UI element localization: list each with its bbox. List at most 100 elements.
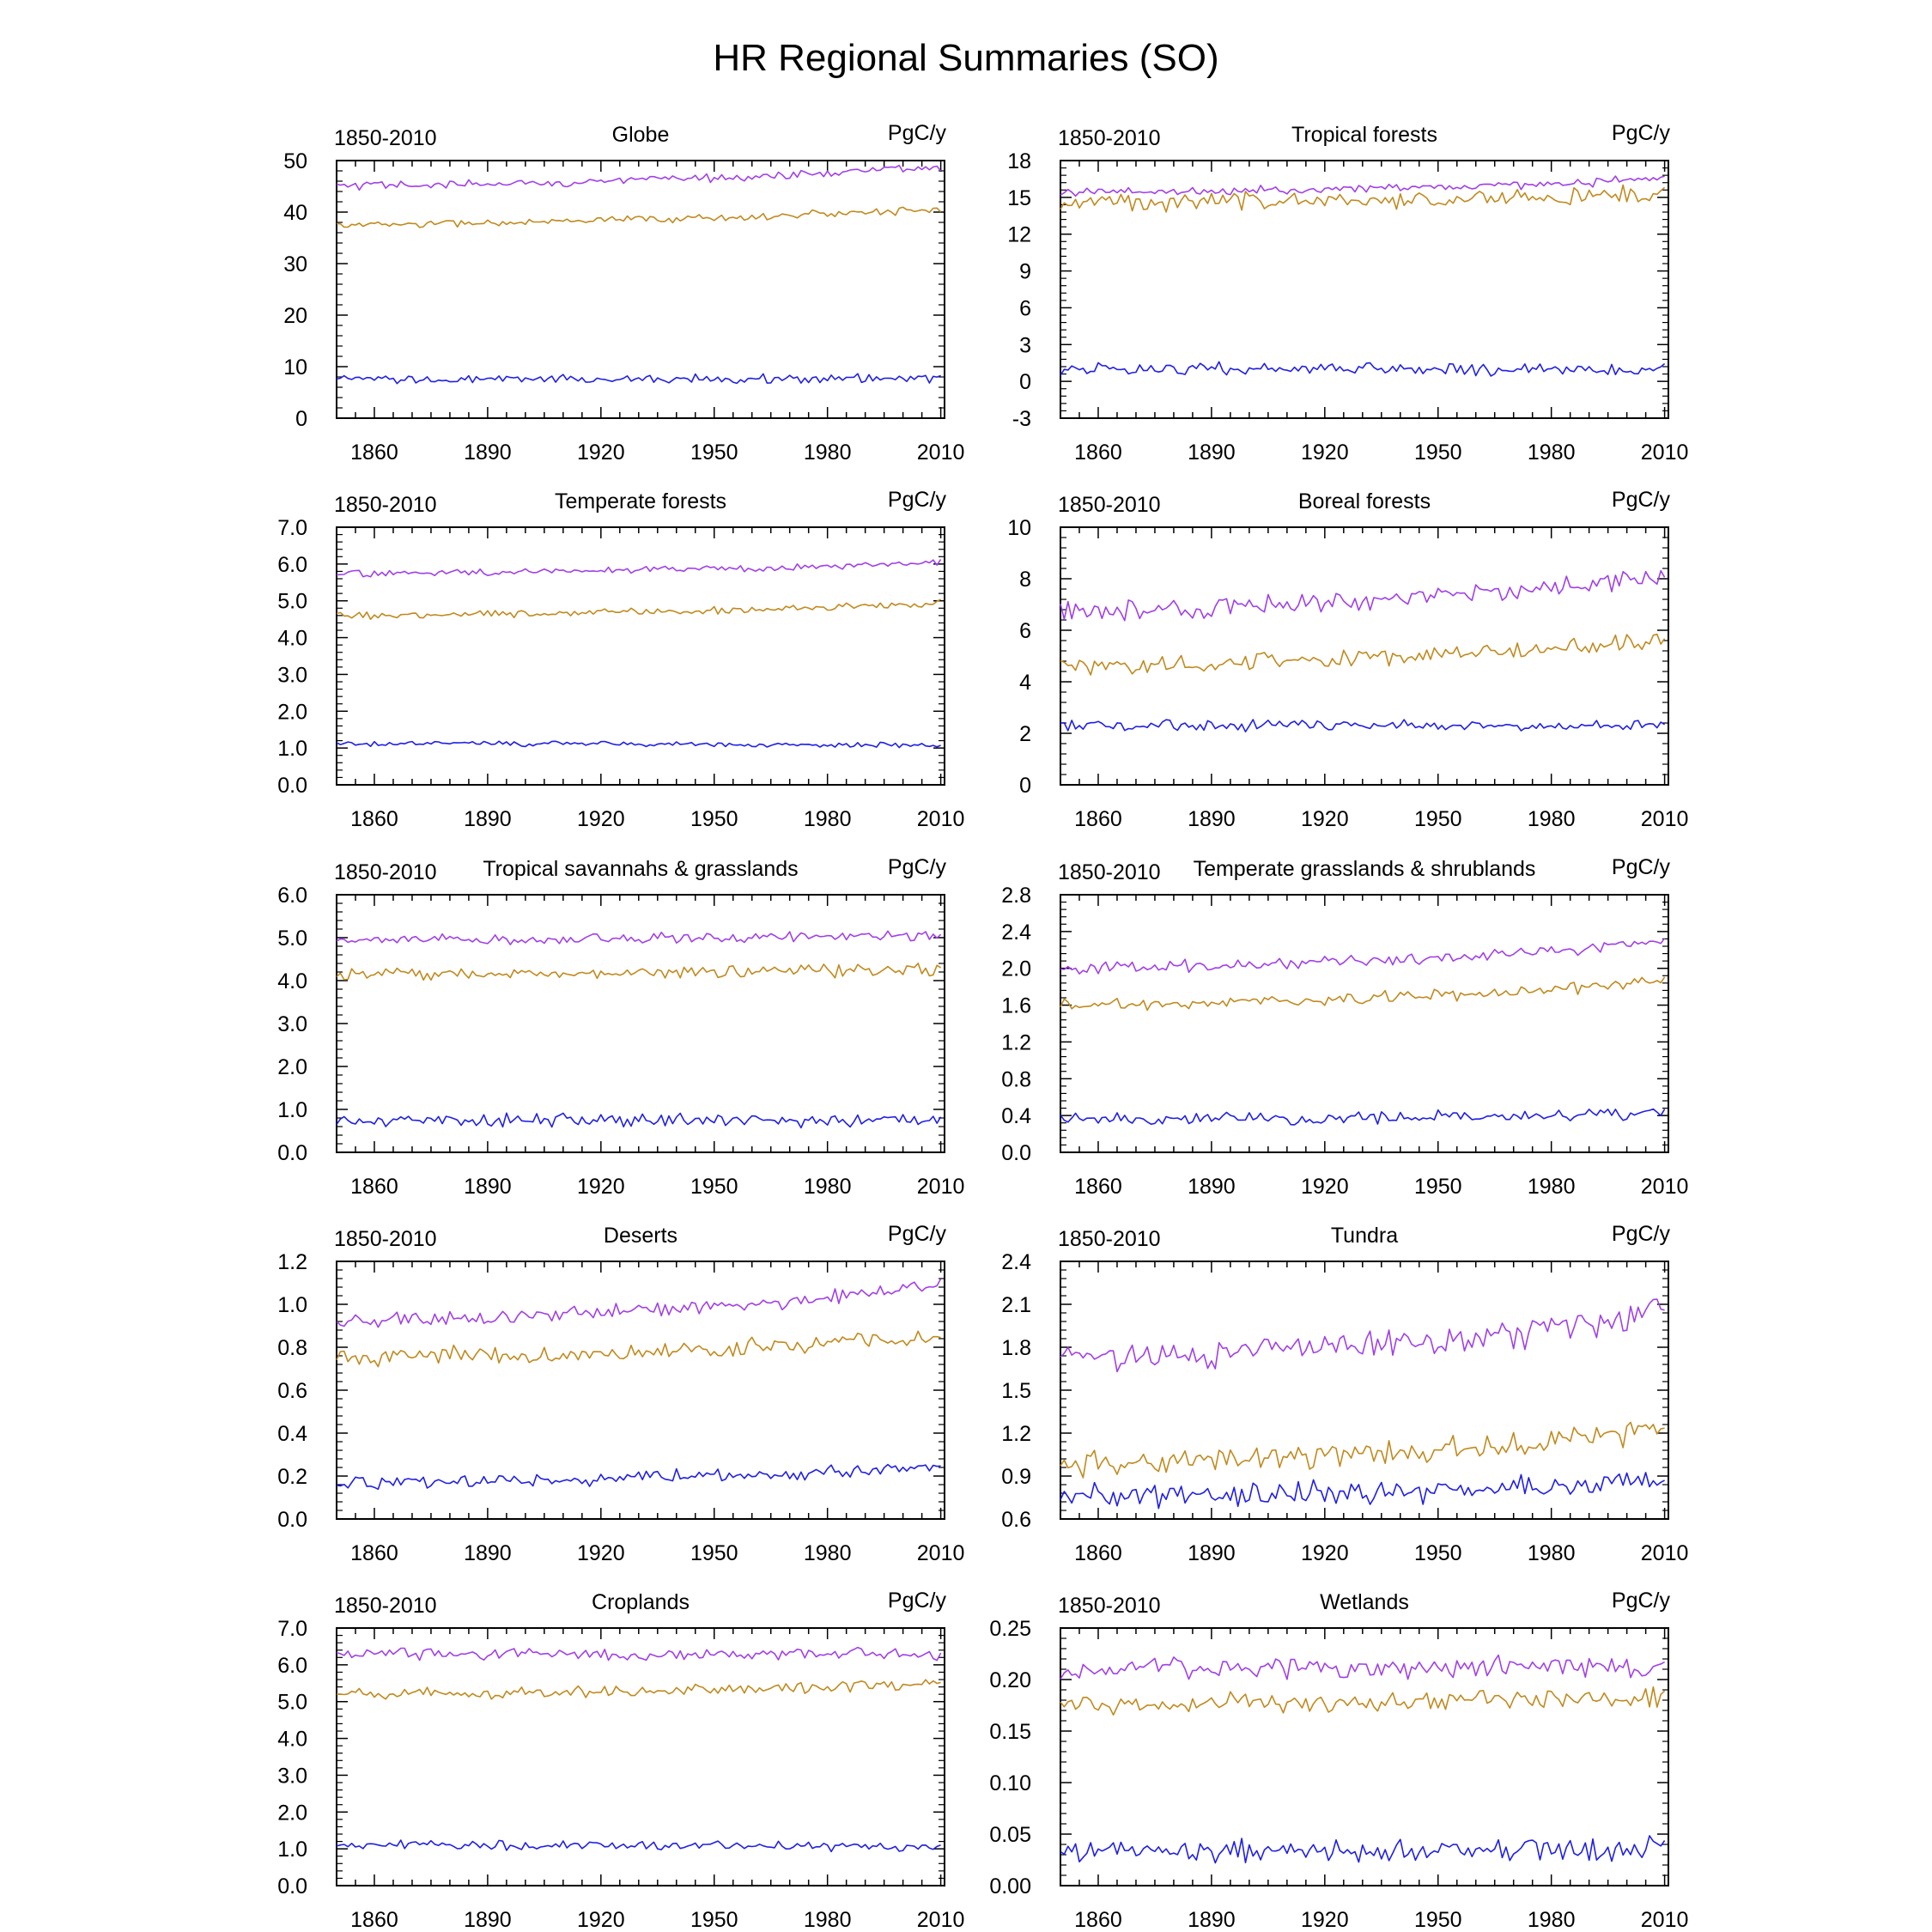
x-tick-label: 1920	[1301, 1175, 1349, 1199]
y-tick-label: 1.0	[277, 737, 307, 761]
panel-title: Temperate forests	[555, 489, 726, 513]
panel-wetlands: 1850-2010 Wetlands PgC/y 1860 1890 1920 1950 19…	[989, 1589, 1688, 1932]
x-tick-label: 1950	[690, 440, 738, 465]
plot-frame	[336, 1261, 945, 1520]
x-tick-label: 1980	[1528, 1175, 1576, 1199]
plot-frame	[1060, 1627, 1669, 1886]
y-tick-label: 0.05	[989, 1823, 1031, 1847]
series-line-purple	[336, 164, 942, 191]
y-tick-label: 1.2	[1001, 1422, 1031, 1446]
units-label: PgC/y	[888, 855, 947, 879]
y-tick-label: 0.4	[277, 1422, 307, 1446]
period-label: 1850-2010	[334, 493, 437, 517]
y-tick-label: -3	[1012, 407, 1031, 431]
x-tick-label: 2010	[917, 1908, 965, 1932]
period-label: 1850-2010	[1058, 126, 1161, 150]
x-tick-label: 1980	[1528, 440, 1576, 465]
y-tick-label: 0.0	[277, 1508, 307, 1532]
series-line-blue	[1060, 1835, 1666, 1864]
units-label: PgC/y	[1612, 855, 1671, 879]
units-label: PgC/y	[1612, 1222, 1671, 1246]
units-label: PgC/y	[888, 121, 947, 145]
y-tick-label: 2	[1019, 722, 1031, 746]
y-tick-label: 0.0	[277, 1874, 307, 1899]
panel-title: Deserts	[604, 1224, 677, 1248]
y-tick-label: 0.4	[1001, 1104, 1031, 1128]
period-label: 1850-2010	[334, 126, 437, 150]
x-tick-label: 1860	[350, 1541, 398, 1565]
series-line-purple	[336, 559, 942, 578]
y-tick-label: 0	[295, 407, 307, 431]
y-tick-label: 1.6	[1001, 994, 1031, 1018]
y-tick-label: 6.0	[277, 884, 307, 908]
period-label: 1850-2010	[334, 1594, 437, 1618]
x-tick-label: 1950	[690, 807, 738, 831]
x-tick-label: 1890	[464, 440, 512, 465]
y-tick-label: 0.2	[277, 1465, 307, 1489]
y-tick-label: 8	[1019, 568, 1031, 592]
series-line-blue	[1060, 719, 1666, 733]
x-tick-label: 1980	[804, 440, 852, 465]
panel-title: Temperate grasslands & shrublands	[1194, 857, 1536, 881]
plot-frame	[336, 894, 945, 1153]
period-label: 1850-2010	[1058, 1227, 1161, 1251]
x-tick-label: 1980	[804, 807, 852, 831]
series-line-gold	[336, 963, 942, 981]
panel-grid: 1850-2010 Globe PgC/y 1860 1890 1920 1950 1980 2…	[277, 121, 1688, 1932]
panel-title: Globe	[612, 123, 670, 147]
panel-title: Tundra	[1331, 1224, 1398, 1248]
x-tick-label: 1860	[1074, 807, 1122, 831]
x-tick-label: 1950	[1414, 1541, 1462, 1565]
y-tick-label: 1.0	[277, 1838, 307, 1862]
period-label: 1850-2010	[334, 860, 437, 884]
panel-tundra: 1850-2010 Tundra PgC/y 1860 1890 1920 1950 1980…	[1001, 1222, 1688, 1565]
series-line-blue	[336, 1112, 942, 1129]
x-tick-label: 1890	[464, 1175, 512, 1199]
y-tick-label: 4.0	[277, 1728, 307, 1752]
y-tick-label: 6	[1019, 619, 1031, 643]
series-line-gold	[1060, 976, 1666, 1012]
x-tick-label: 1920	[1301, 1541, 1349, 1565]
series-line-blue	[336, 373, 941, 385]
x-tick-label: 2010	[917, 1175, 965, 1199]
x-tick-label: 1860	[1074, 440, 1122, 465]
panel-croplands: 1850-2010 Croplands PgC/y 1860 1890 1920 1950 1…	[277, 1589, 964, 1932]
x-tick-label: 1950	[1414, 807, 1462, 831]
x-tick-label: 1860	[350, 1175, 398, 1199]
x-tick-label: 1860	[350, 1908, 398, 1932]
x-tick-label: 1980	[804, 1541, 852, 1565]
panel-tropical-savannahs-and-grasslands: 1850-2010 Tropical savannahs & grasslands…	[277, 855, 964, 1199]
y-tick-label: 20	[283, 304, 307, 328]
plot-frame	[336, 1627, 945, 1886]
panel-temperate-forests: 1850-2010 Temperate forests PgC/y 1860 1890 1…	[277, 488, 964, 831]
x-tick-label: 1980	[1528, 1908, 1576, 1932]
series-line-gold	[336, 598, 941, 621]
series-line-gold	[1060, 633, 1666, 676]
period-label: 1850-2010	[1058, 493, 1161, 517]
y-tick-label: 0.6	[1001, 1508, 1031, 1532]
plot-frame	[1060, 1261, 1669, 1520]
y-tick-label: 7.0	[277, 1617, 307, 1641]
x-tick-label: 1980	[804, 1175, 852, 1199]
y-tick-label: 3	[1019, 333, 1031, 357]
series-line-gold	[336, 1679, 941, 1700]
y-tick-label: 0.8	[1001, 1067, 1031, 1091]
x-tick-label: 1950	[1414, 1908, 1462, 1932]
y-tick-label: 3.0	[277, 663, 307, 687]
x-tick-label: 1950	[690, 1908, 738, 1932]
y-tick-label: 0.25	[989, 1617, 1031, 1641]
x-tick-label: 1920	[577, 807, 625, 831]
panel-boreal-forests: 1850-2010 Boreal forests PgC/y 1860 1890 1920…	[1007, 488, 1688, 831]
x-tick-label: 1920	[577, 440, 625, 465]
x-tick-label: 1980	[804, 1908, 852, 1932]
y-tick-label: 0.0	[277, 774, 307, 798]
series-line-blue	[336, 740, 941, 749]
panel-title: Croplands	[592, 1590, 690, 1614]
series-line-gold	[336, 1330, 941, 1368]
y-tick-label: 4.0	[277, 627, 307, 651]
y-tick-label: 2.0	[277, 700, 307, 724]
y-tick-label: 50	[283, 149, 307, 173]
plot-frame	[1060, 160, 1669, 419]
x-tick-label: 1890	[1188, 1541, 1236, 1565]
